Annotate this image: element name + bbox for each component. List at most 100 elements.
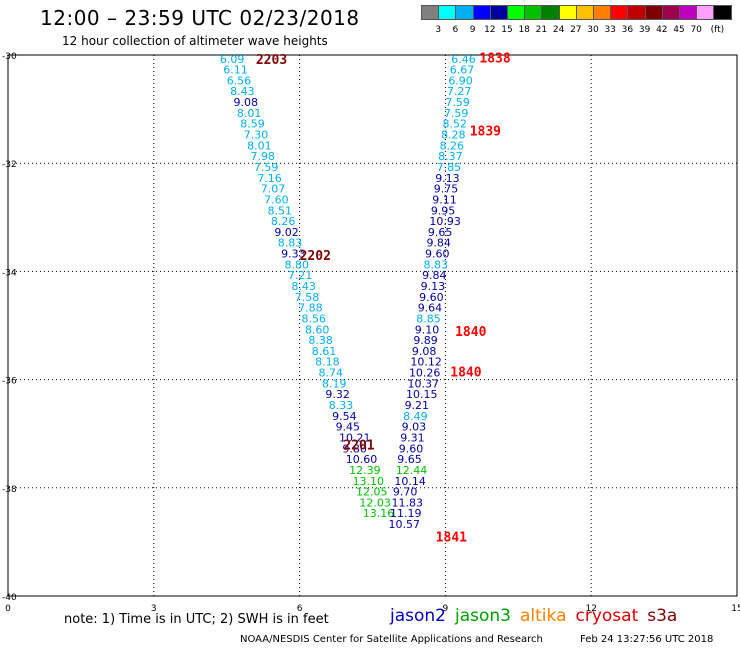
wave-height-value: 9.89 [413, 334, 438, 347]
wave-height-value: 9.21 [405, 399, 430, 412]
wave-height-value: 8.56 [302, 312, 327, 325]
y-tick-label: -30 [2, 52, 17, 62]
wave-height-value: 7.59 [444, 107, 469, 120]
wave-height-value: 12.05 [356, 486, 388, 499]
wave-height-value: 7.98 [251, 150, 276, 163]
wave-height-value: 9.80 [342, 442, 367, 455]
satellite-legend-item: jason2 [390, 606, 446, 626]
wave-height-value: 9.75 [434, 183, 459, 196]
wave-height-value: 9.08 [234, 96, 259, 109]
wave-height-value: 7.21 [288, 269, 313, 282]
credit-text: NOAA/NESDIS Center for Satellite Applica… [240, 634, 543, 645]
y-tick-label: -40 [2, 593, 17, 603]
x-tick-label: 15 [731, 604, 740, 614]
wave-height-value: 6.90 [448, 74, 473, 87]
wave-height-value: 8.33 [329, 399, 354, 412]
wave-height-value: 8.49 [403, 410, 428, 423]
wave-height-value: 10.12 [410, 356, 442, 369]
wave-height-value: 10.93 [429, 215, 461, 228]
satellite-legend-item: altika [520, 606, 567, 626]
wave-height-value: 6.56 [227, 74, 252, 87]
wave-height-value: 9.84 [422, 269, 447, 282]
wave-height-value: 8.01 [247, 139, 272, 152]
wave-height-value: 8.01 [237, 107, 262, 120]
wave-height-value: 8.60 [305, 323, 330, 336]
wave-height-value: 8.83 [278, 237, 303, 250]
wave-height-value: 8.43 [291, 280, 316, 293]
color-scale-label: 33 [604, 25, 616, 35]
track-time-label: 2201 [343, 439, 374, 454]
wave-height-value: 13.16 [363, 507, 395, 520]
footnote: note: 1) Time is in UTC; 2) SWH is in fe… [64, 612, 329, 627]
wave-height-value: 8.26 [440, 139, 465, 152]
wave-height-value: 9.60 [425, 248, 450, 261]
wave-height-value: 9.03 [402, 421, 427, 434]
wave-height-value: 10.15 [406, 388, 438, 401]
track-time-label: 1840 [450, 365, 481, 380]
wave-height-value: 8.74 [319, 367, 344, 380]
color-scale-label: 36 [621, 25, 634, 35]
wave-height-value: 8.38 [308, 334, 333, 347]
wave-height-value: 9.65 [397, 453, 422, 466]
color-scale-label: 24 [552, 25, 565, 35]
wave-height-value: 9.10 [415, 323, 440, 336]
wave-height-value: 9.08 [412, 345, 437, 358]
wave-height-value: 9.45 [336, 421, 361, 434]
wave-height-value: 9.95 [431, 204, 456, 217]
wave-height-value: 10.14 [394, 475, 426, 488]
y-tick-label: -36 [2, 377, 17, 387]
wave-height-value: 8.85 [416, 312, 441, 325]
color-scale-label: 30 [587, 25, 599, 35]
wave-height-value: 7.27 [447, 85, 472, 98]
wave-height-value: 7.58 [295, 291, 320, 304]
wave-height-value: 9.60 [399, 442, 424, 455]
wave-height-value: 12.44 [396, 464, 428, 477]
wave-height-value: 6.67 [450, 64, 475, 77]
color-scale-label: 42 [656, 25, 668, 35]
wave-height-value: 8.61 [312, 345, 337, 358]
wave-height-value: 6.46 [451, 53, 476, 66]
satellite-legend-item: cryosat [575, 606, 639, 626]
y-tick-label: -34 [2, 268, 17, 278]
map-grid [8, 55, 737, 596]
wave-height-value: 8.52 [442, 118, 467, 131]
wave-height-value: 7.85 [437, 161, 462, 174]
color-scale-label: 15 [501, 25, 513, 35]
wave-height-value: 9.65 [428, 226, 453, 239]
x-tick-label: 12 [585, 604, 596, 614]
wave-height-value: 8.28 [441, 129, 466, 142]
generated-timestamp: Feb 24 13:27:56 UTC 2018 [580, 634, 714, 645]
wave-height-value: 7.60 [264, 193, 289, 206]
x-tick-label: 3 [151, 604, 157, 614]
wave-height-value: 9.11 [432, 193, 457, 206]
wave-height-value: 8.59 [240, 118, 264, 131]
page-title: 12:00 – 23:59 UTC 02/23/2018 [40, 6, 360, 30]
color-scale-label: 45 [673, 25, 685, 35]
wave-height-value: 12.03 [359, 496, 391, 509]
color-scale-label: 12 [484, 25, 496, 35]
map-axes: 0 3 6 9 12 15 -30 -32 -34 -36 -38 -40 [2, 52, 740, 614]
track-time-label: 1840 [455, 325, 486, 340]
wave-height-value: 7.07 [261, 183, 286, 196]
wave-height-value: 10.60 [346, 453, 378, 466]
wave-height-value: 7.59 [445, 96, 470, 109]
color-scale-unit: (ft) [710, 25, 725, 35]
wave-height-value: 9.13 [421, 280, 446, 293]
x-tick-label: 9 [443, 604, 449, 614]
wave-height-value: 7.88 [298, 302, 323, 315]
wave-height-value: 7.16 [257, 172, 282, 185]
color-scale-label: 6 [452, 25, 459, 35]
track-time-label: 1838 [479, 52, 510, 67]
color-scale-label: 18 [518, 25, 530, 35]
page-subtitle: 12 hour collection of altimeter wave hei… [62, 34, 328, 48]
wave-height-value: 9.33 [281, 248, 306, 261]
wave-height-value: 13.10 [353, 475, 385, 488]
color-scale-label: 39 [638, 25, 651, 35]
wave-height-value: 8.83 [424, 258, 449, 271]
x-tick-label: 6 [297, 604, 303, 614]
wave-height-value: 8.19 [322, 377, 347, 390]
x-tick-label: 0 [5, 604, 11, 614]
wave-height-value: 8.26 [271, 215, 296, 228]
color-scale-label: 3 [435, 25, 442, 35]
